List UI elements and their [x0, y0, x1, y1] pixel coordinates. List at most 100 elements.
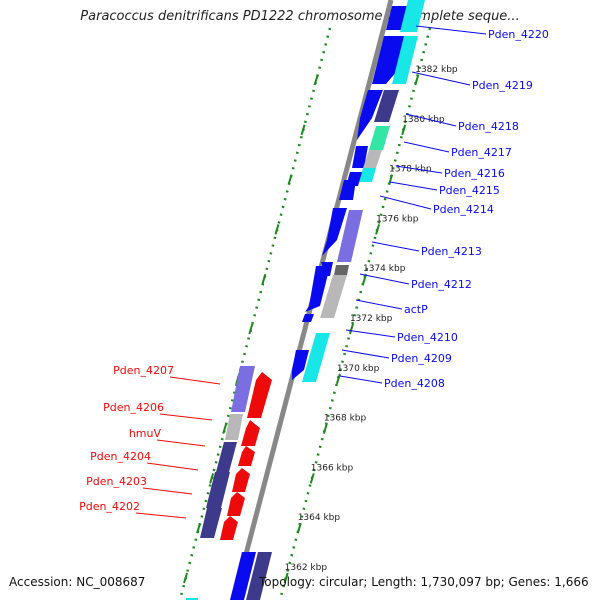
gene-label-pden-4206[interactable]: Pden_4206: [103, 401, 164, 414]
scale-ticks: 1382 kbp 1380 kbp 1378 kbp 1376 kbp 1374 kbp…: [283, 65, 458, 584]
scale-tick-label-1364: 1364 kbp: [298, 513, 341, 523]
scale-tick-label-1380: 1380 kbp: [402, 115, 445, 125]
scale-tick-1380: [401, 124, 407, 136]
scale-tick-1362: [283, 572, 289, 584]
label-leader-pden-4215: [389, 181, 438, 191]
label-leader-pden-4212: [359, 273, 410, 285]
label-leader-hmuv: [156, 439, 206, 447]
gene-label-actp[interactable]: actP: [404, 303, 428, 316]
gene-label-pden-4210[interactable]: Pden_4210: [397, 331, 458, 344]
scale-tick-label-1370: 1370 kbp: [337, 364, 380, 374]
gene-label-pden-4216[interactable]: Pden_4216: [444, 167, 505, 180]
genome-stats: Topology: circular; Length: 1,730,097 bp…: [259, 575, 589, 589]
gene-pden-4217[interactable]: [369, 126, 390, 150]
gene-label-pden-4213[interactable]: Pden_4213: [421, 245, 482, 258]
gene-pden-4212-gray[interactable]: [334, 265, 349, 275]
label-leader-pden-4209: [341, 349, 390, 359]
gene-pden-4202[interactable]: [220, 516, 238, 540]
scale-tick-1376: [375, 224, 381, 235]
label-leader-pden-4202: [135, 512, 187, 519]
label-leader-pden-4208: [339, 375, 383, 384]
gene-pden-4216[interactable]: [363, 150, 382, 168]
gene-label-pden-4202[interactable]: Pden_4202: [79, 500, 140, 513]
gene-pden-4208[interactable]: [292, 350, 309, 380]
gene-pden-4219-b[interactable]: [392, 36, 418, 84]
gene-pden-4207[interactable]: [247, 372, 272, 418]
gene-pden-4218-dark[interactable]: [374, 90, 399, 122]
gene-pden-4206-gray[interactable]: [225, 414, 243, 440]
label-leader-pden-4213: [371, 241, 420, 252]
gene-label-pden-4215[interactable]: Pden_4215: [439, 184, 500, 197]
scale-tick-label-1382: 1382 kbp: [415, 65, 458, 75]
gene-pden-4203[interactable]: [227, 492, 245, 516]
gene-pden-4213-lav[interactable]: [337, 210, 363, 262]
forward-gene-labels: Pden_4220 Pden_4219 Pden_4218 Pden_4217 Pden…: [339, 25, 549, 390]
gene-label-pden-4207[interactable]: Pden_4207: [113, 364, 174, 377]
gene-label-hmuv[interactable]: hmuV: [129, 427, 162, 440]
gene-pden-4214[interactable]: [339, 180, 356, 200]
forward-genes: [186, 0, 425, 600]
outer-tick-1380: [300, 124, 306, 136]
scale-tick-1372: [348, 323, 354, 335]
gene-pden-4217-b[interactable]: [352, 146, 368, 168]
outer-tick-1368: [222, 423, 228, 434]
outer-tick-1372: [248, 323, 254, 335]
gene-label-pden-4214[interactable]: Pden_4214: [433, 203, 494, 216]
outer-tick-1364: [196, 522, 202, 534]
label-leader-pden-4217: [403, 141, 450, 153]
label-leader-pden-4219: [411, 71, 471, 86]
gene-pden-4210[interactable]: [302, 314, 314, 322]
gene-label-pden-4220[interactable]: Pden_4220: [488, 28, 549, 41]
gene-label-pden-4218[interactable]: Pden_4218: [458, 120, 519, 133]
label-leader-pden-4207: [169, 376, 221, 385]
scale-tick-label-1362: 1362 kbp: [285, 563, 328, 573]
gene-label-pden-4209[interactable]: Pden_4209: [391, 352, 452, 365]
scale-tick-label-1368: 1368 kbp: [324, 414, 367, 424]
label-leader-pden-4206: [159, 413, 213, 421]
gene-pden-4204[interactable]: [232, 468, 250, 492]
scale-tick-1378: [388, 174, 394, 185]
scale-tick-1382: [414, 74, 420, 86]
gene-bottom-b[interactable]: [230, 552, 256, 600]
gene-hmuv[interactable]: [238, 446, 255, 466]
label-leader-pden-4218: [405, 113, 457, 127]
gene-label-pden-4203[interactable]: Pden_4203: [86, 475, 147, 488]
label-leader-pden-4216: [395, 165, 443, 174]
scale-tick-1368: [322, 423, 328, 434]
label-leader-pden-4214: [379, 195, 432, 210]
gene-actp-gray[interactable]: [320, 275, 347, 318]
gene-bottom-a[interactable]: [246, 552, 272, 600]
scale-tick-label-1376: 1376 kbp: [376, 214, 419, 224]
gene-pden-4209-cyan[interactable]: [302, 333, 330, 382]
gene-pden-4213[interactable]: [322, 208, 347, 256]
gene-pden-4207-lav[interactable]: [231, 366, 255, 412]
reverse-gene-labels: Pden_4207 Pden_4206 hmuV Pden_4204 Pden_4203…: [79, 364, 221, 519]
gene-pden-4220-b[interactable]: [400, 0, 425, 32]
gene-pden-4218[interactable]: [357, 90, 383, 140]
scale-tick-1364: [296, 522, 302, 534]
gene-pden-4206[interactable]: [241, 420, 260, 446]
outer-tick-1374: [261, 273, 267, 285]
gene-actp[interactable]: [305, 266, 330, 312]
label-leader-pden-4220: [415, 25, 487, 35]
gene-hmuv-dark[interactable]: [216, 442, 237, 472]
gene-label-pden-4219[interactable]: Pden_4219: [472, 79, 533, 92]
gene-label-pden-4208[interactable]: Pden_4208: [384, 377, 445, 390]
gene-pden-4204-dark[interactable]: [206, 472, 230, 508]
label-leader-pden-4204: [146, 462, 199, 471]
outer-tick-1376: [274, 224, 280, 235]
outer-tick-1362: [183, 572, 188, 584]
scale-tick-label-1374: 1374 kbp: [363, 264, 406, 274]
label-leader-pden-4203: [142, 487, 193, 495]
gene-pden-4202-dark[interactable]: [200, 508, 222, 538]
outer-tick-1378: [287, 174, 293, 185]
outer-tick-1382: [313, 74, 319, 86]
gene-label-pden-4212[interactable]: Pden_4212: [411, 278, 472, 291]
scale-tick-label-1366: 1366 kbp: [311, 463, 354, 473]
gene-label-pden-4204[interactable]: Pden_4204: [90, 450, 151, 463]
gene-pden-4215[interactable]: [359, 168, 376, 182]
reverse-genes: [200, 366, 272, 540]
gene-label-pden-4217[interactable]: Pden_4217: [451, 146, 512, 159]
scale-tick-1370: [335, 373, 341, 385]
